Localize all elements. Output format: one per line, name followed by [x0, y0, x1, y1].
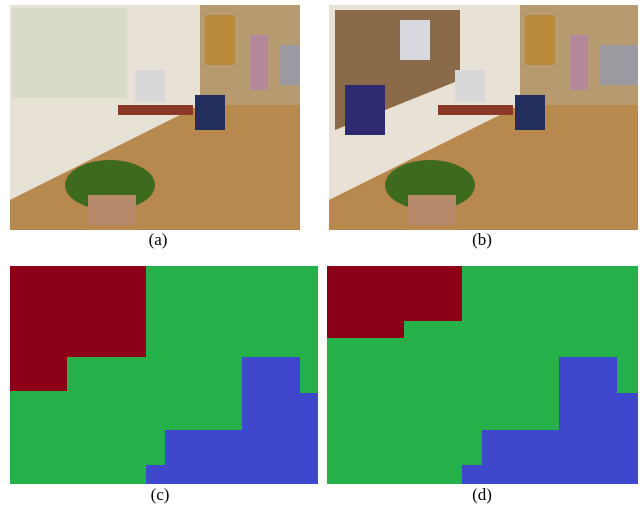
- segmentation-c: [10, 266, 318, 484]
- segmentation-d: [327, 266, 638, 484]
- caption: (b): [472, 230, 492, 249]
- photo-b: [329, 5, 638, 230]
- figure: (a) (b) (c) (d): [0, 0, 641, 506]
- caption: (a): [149, 230, 168, 249]
- photo-a: [10, 5, 300, 230]
- caption: (c): [151, 485, 170, 504]
- caption: (d): [472, 485, 492, 504]
